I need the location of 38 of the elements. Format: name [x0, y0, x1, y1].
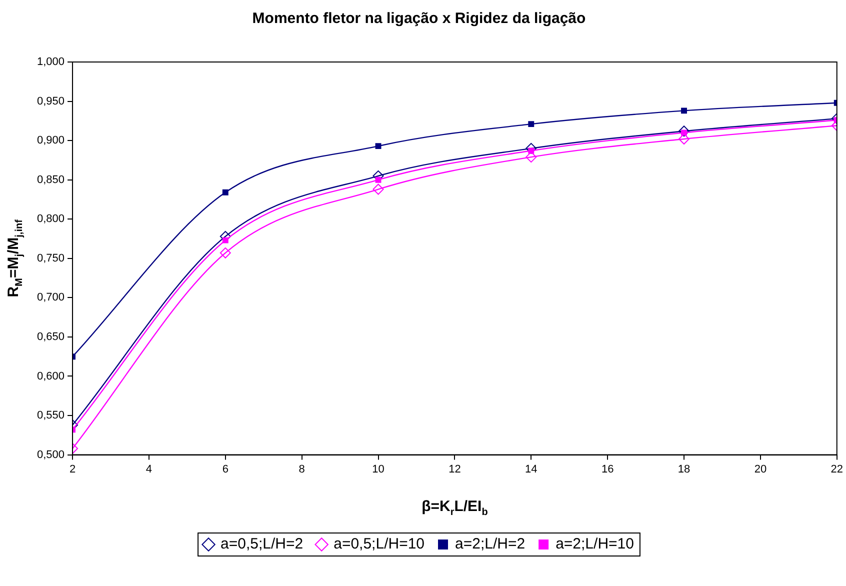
x-tick-label: 4 — [146, 463, 152, 476]
chart-title: Momento fletor na ligação x Rigidez da ligação — [252, 10, 586, 28]
x-tick-label: 2 — [69, 463, 76, 476]
x-tick-label: 22 — [830, 463, 844, 476]
y-tick-label: 0,650 — [36, 330, 65, 343]
y-tick-label: 0,700 — [36, 292, 65, 304]
x-tick-label: 18 — [678, 463, 690, 476]
y-tick-label: 1,000 — [36, 56, 65, 68]
x-tick-label: 8 — [298, 463, 305, 476]
legend-label: a=2;L/H=2 — [455, 536, 526, 553]
x-tick-label: 6 — [222, 463, 228, 476]
point — [526, 142, 537, 154]
y-tick-label: 0,500 — [36, 448, 65, 461]
legend-label: a=0,5;L/H=10 — [334, 536, 425, 553]
legend-label: a=2;L/H=10 — [556, 536, 634, 553]
y-tick-label: 0,850 — [36, 174, 65, 186]
point — [375, 176, 382, 183]
point — [375, 143, 382, 150]
point — [222, 189, 228, 196]
x-tick-label: 20 — [754, 463, 767, 476]
y-tick-label: 0,550 — [36, 410, 65, 422]
point — [528, 121, 534, 128]
legend-label: a=0,5;L/H=2 — [220, 536, 304, 553]
x-tick-label: 14 — [525, 463, 538, 476]
y-axis-title: RM=Mj/Mj,inf — [5, 218, 25, 298]
point — [222, 237, 228, 244]
x-tick-label: 12 — [448, 463, 461, 476]
point — [372, 184, 384, 195]
y-tick-label: 0,800 — [36, 213, 65, 226]
x-tick-label: 16 — [601, 463, 614, 476]
y-tick-label: 0,900 — [36, 134, 65, 147]
y-tick-label: 0,950 — [36, 95, 65, 108]
point — [681, 108, 687, 114]
x-tick-label: 10 — [372, 463, 384, 476]
y-tick-label: 0,600 — [36, 370, 65, 382]
point — [678, 126, 690, 137]
point — [220, 247, 231, 258]
y-tick-label: 0,750 — [36, 252, 65, 264]
